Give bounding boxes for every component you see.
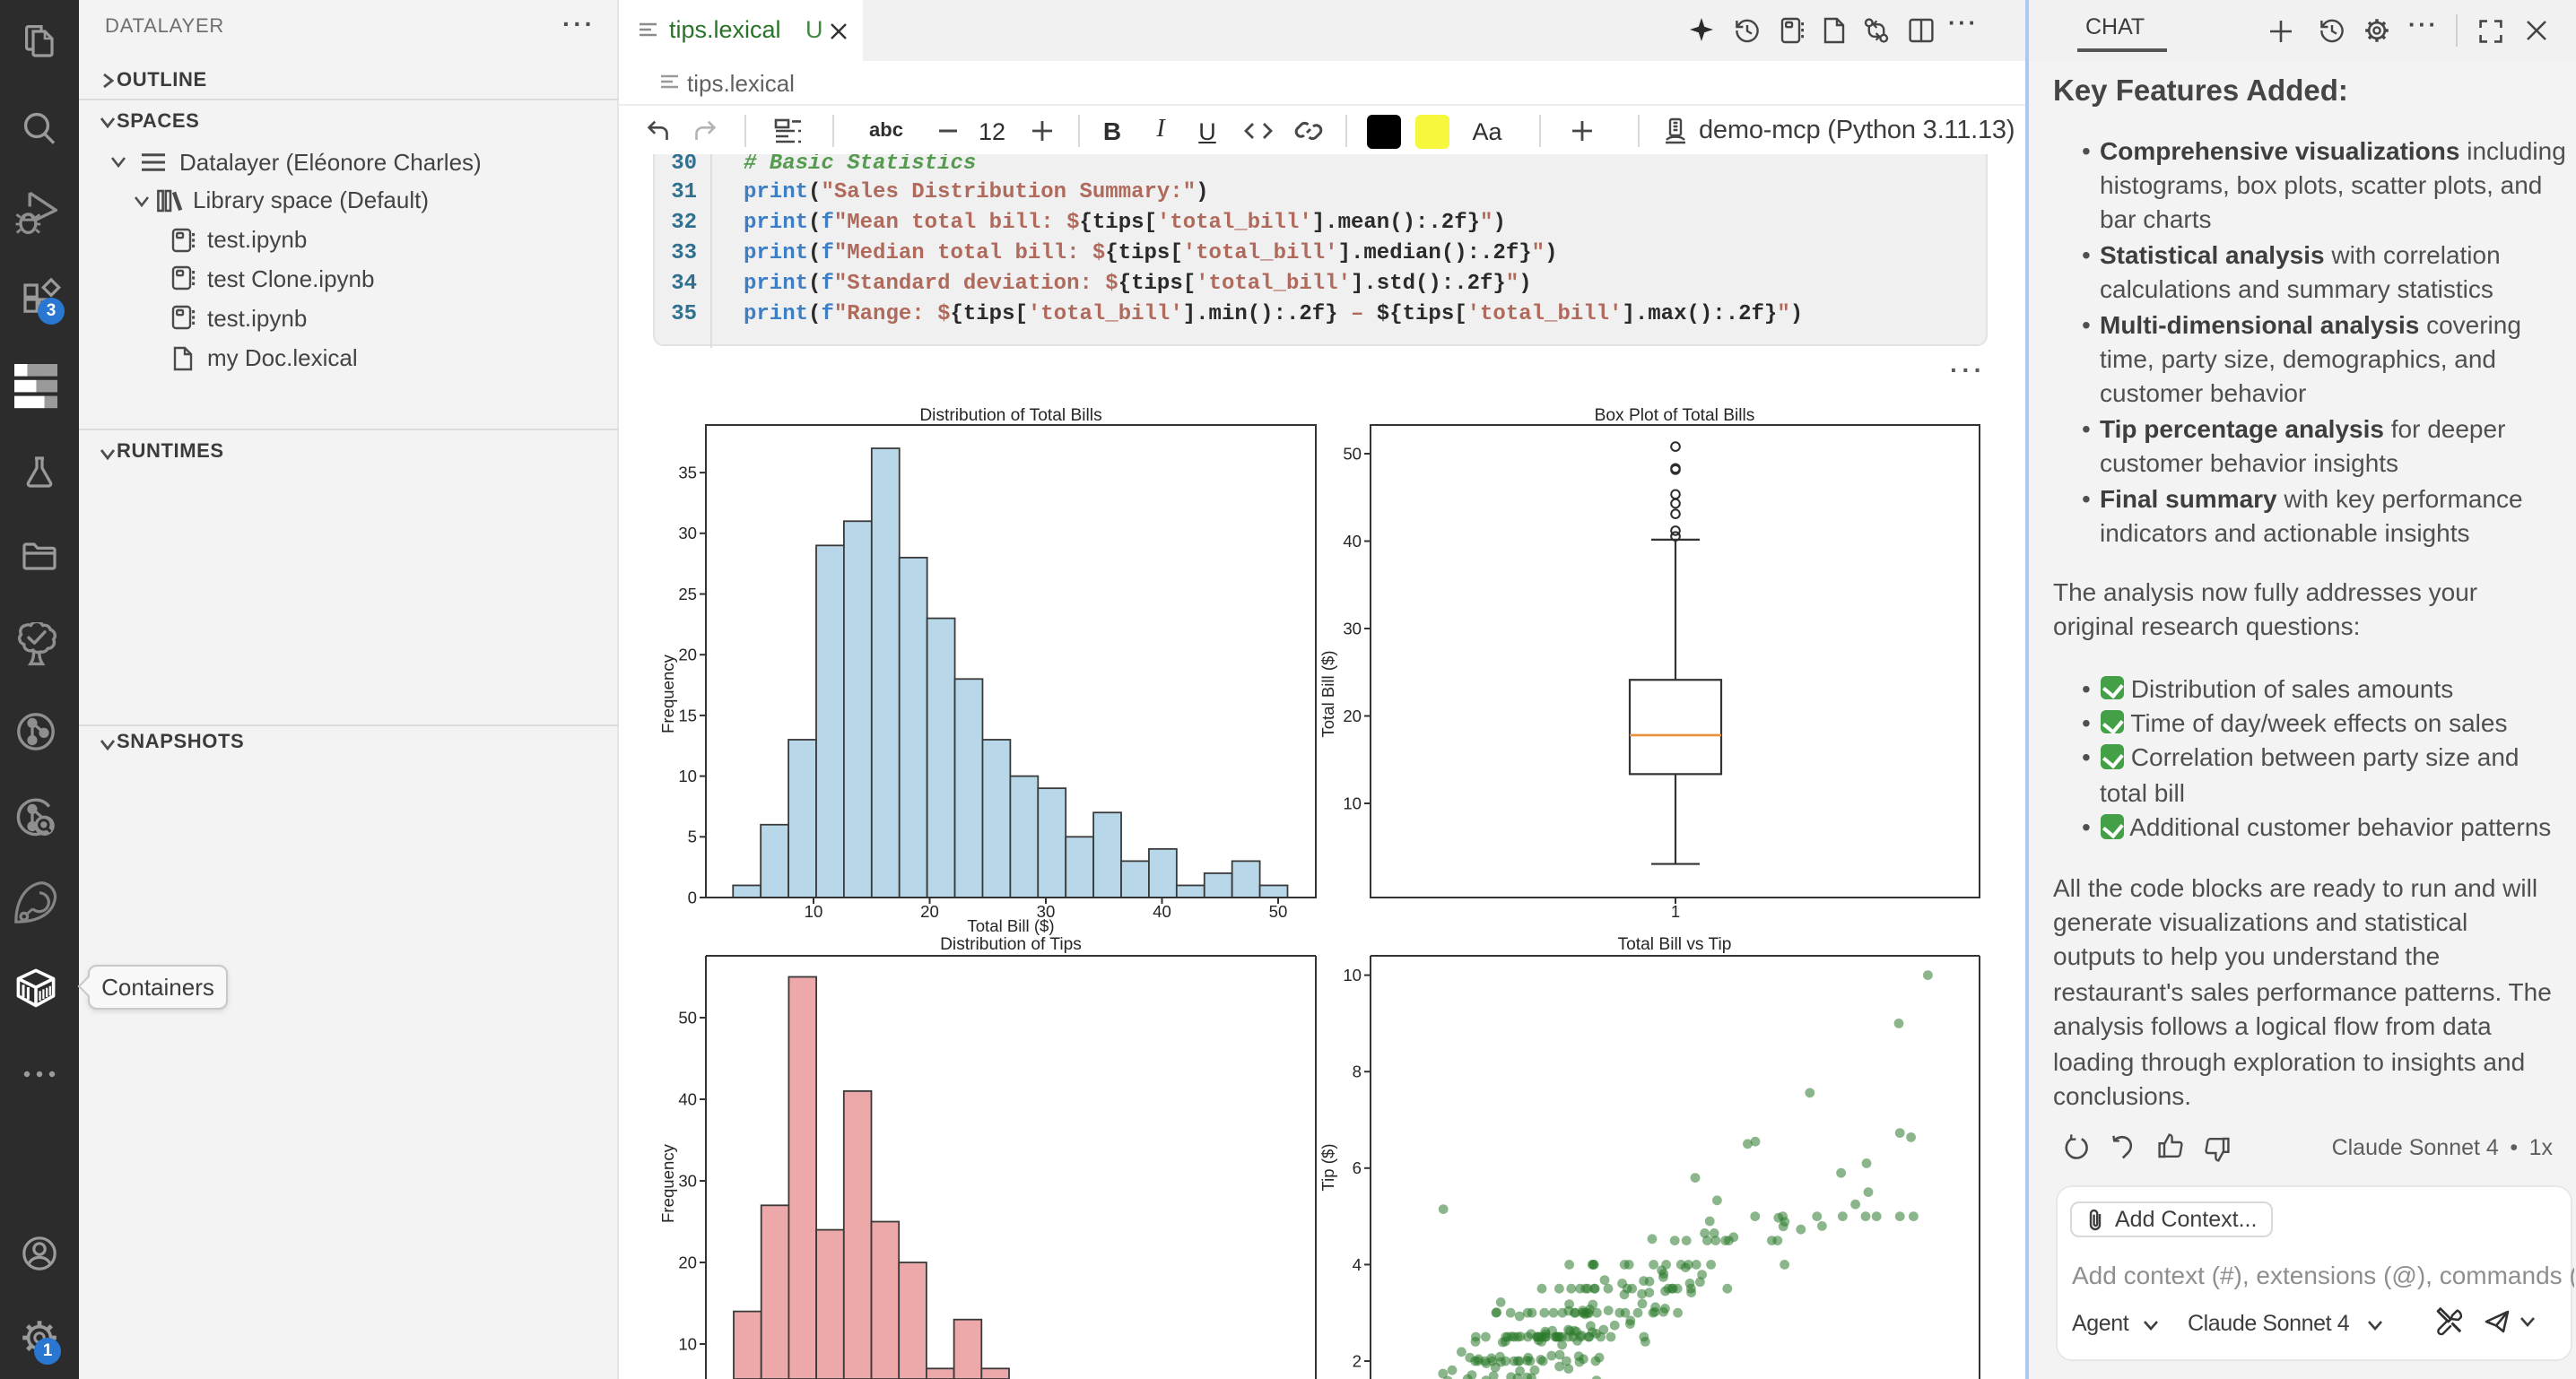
svg-text:20: 20: [920, 902, 939, 921]
svg-text:40: 40: [1153, 902, 1171, 921]
svg-text:20: 20: [1343, 707, 1362, 725]
svg-text:10: 10: [1343, 966, 1362, 984]
svg-text:10: 10: [678, 767, 697, 785]
svg-text:20: 20: [678, 646, 697, 664]
svg-text:50: 50: [1343, 444, 1362, 463]
svg-text:35: 35: [678, 464, 697, 482]
svg-text:10: 10: [678, 1334, 697, 1353]
svg-text:0: 0: [688, 888, 697, 906]
svg-text:30: 30: [1037, 902, 1056, 921]
svg-text:25: 25: [678, 585, 697, 603]
svg-text:8: 8: [1353, 1062, 1362, 1081]
svg-text:30: 30: [1343, 619, 1362, 637]
svg-text:10: 10: [805, 902, 823, 921]
svg-text:2: 2: [1353, 1351, 1362, 1370]
svg-text:Total Bill ($): Total Bill ($): [1318, 650, 1337, 737]
svg-text:30: 30: [678, 524, 697, 542]
svg-text:Distribution of Tips: Distribution of Tips: [940, 935, 1082, 954]
svg-text:Total Bill vs Tip: Total Bill vs Tip: [1618, 935, 1732, 954]
svg-text:50: 50: [1269, 902, 1288, 921]
svg-text:Frequency: Frequency: [658, 654, 677, 733]
svg-text:Total Bill ($): Total Bill ($): [967, 916, 1054, 935]
svg-text:Box Plot of Total Bills: Box Plot of Total Bills: [1595, 406, 1755, 425]
svg-text:40: 40: [1343, 532, 1362, 551]
svg-text:50: 50: [678, 1008, 697, 1027]
svg-text:1: 1: [1671, 902, 1680, 921]
svg-text:20: 20: [678, 1253, 697, 1271]
svg-text:Distribution of Total Bills: Distribution of Total Bills: [919, 406, 1101, 425]
svg-text:5: 5: [688, 828, 697, 846]
svg-text:4: 4: [1353, 1255, 1362, 1274]
svg-text:10: 10: [1343, 794, 1362, 812]
svg-text:40: 40: [678, 1089, 697, 1108]
svg-text:Tip ($): Tip ($): [1318, 1143, 1337, 1191]
svg-text:15: 15: [678, 706, 697, 724]
svg-text:30: 30: [678, 1171, 697, 1190]
svg-text:Frequency: Frequency: [658, 1143, 677, 1223]
svg-text:6: 6: [1353, 1158, 1362, 1177]
